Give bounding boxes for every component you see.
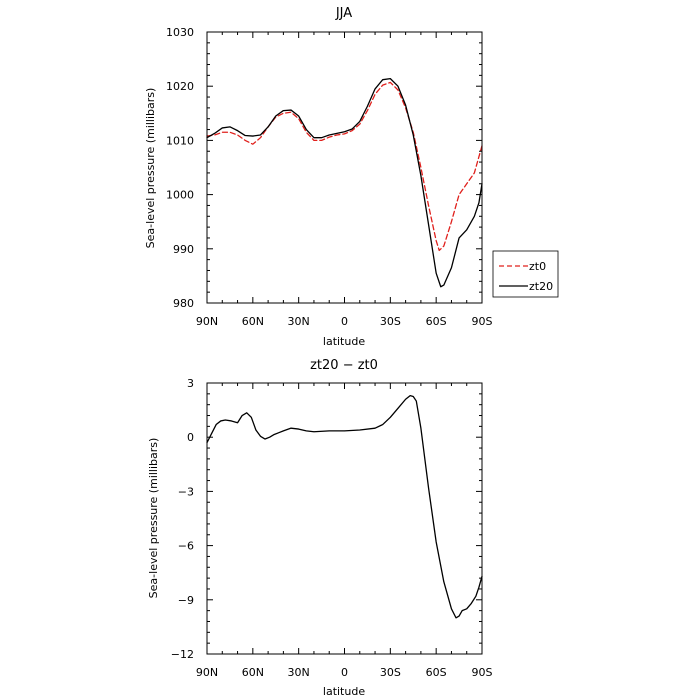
plot-frame bbox=[206, 382, 483, 655]
x-axis-label: latitude bbox=[323, 685, 365, 698]
y-tick-label: 1020 bbox=[166, 80, 194, 93]
y-tick-label: −9 bbox=[178, 594, 194, 607]
legend-box bbox=[492, 250, 559, 298]
series-line-zt20 bbox=[206, 77, 483, 288]
y-tick-label: −12 bbox=[171, 648, 194, 661]
chart-title: JJA bbox=[335, 6, 352, 21]
legend: zt0 zt20 bbox=[492, 250, 559, 298]
x-tick-label: 0 bbox=[341, 666, 348, 679]
x-tick-label: 90N bbox=[196, 315, 218, 328]
x-tick-label: 30S bbox=[380, 666, 401, 679]
y-tick-label: 3 bbox=[187, 377, 194, 390]
x-axis-label: latitude bbox=[323, 335, 365, 348]
x-tick-label: 60S bbox=[426, 315, 447, 328]
chart-pressure-jja: JJA 90N 60N 30N 0 30S 60S 90S 980 990 1000 1010 102… bbox=[144, 6, 559, 348]
y-axis-label: Sea-level pressure (millibars) bbox=[144, 88, 157, 249]
x-tick-label: 90S bbox=[472, 666, 493, 679]
y-tick-label: 0 bbox=[187, 431, 194, 444]
x-tick-label: 90S bbox=[472, 315, 493, 328]
y-tick-label: 1000 bbox=[166, 189, 194, 202]
series-line-diff bbox=[206, 394, 483, 619]
x-tick-label: 60S bbox=[426, 666, 447, 679]
chart-pressure-difference: zt20 − zt0 90N 60N 30N 0 30S 60S 90S −12 −9 −6 −3 0… bbox=[147, 358, 493, 698]
y-tick-label: −3 bbox=[178, 485, 194, 498]
x-tick-label: 60N bbox=[242, 666, 264, 679]
x-tick-label: 60N bbox=[242, 315, 264, 328]
legend-label-zt20: zt20 bbox=[529, 280, 553, 293]
series-layer bbox=[206, 394, 483, 619]
x-tick-label: 30S bbox=[380, 315, 401, 328]
series-layer bbox=[206, 77, 483, 288]
x-tick-label: 90N bbox=[196, 666, 218, 679]
ticks-layer: 90N 60N 30N 0 30S 60S 90S −12 −9 −6 −3 0 3 bbox=[171, 377, 493, 679]
y-tick-label: 980 bbox=[173, 297, 194, 310]
x-tick-label: 0 bbox=[341, 315, 348, 328]
x-tick-label: 30N bbox=[288, 315, 310, 328]
y-tick-label: 1030 bbox=[166, 26, 194, 39]
y-tick-label: −6 bbox=[178, 540, 194, 553]
legend-label-zt0: zt0 bbox=[529, 260, 546, 273]
x-tick-label: 30N bbox=[288, 666, 310, 679]
y-axis-label: Sea-level pressure (millibars) bbox=[147, 438, 160, 599]
chart-title: zt20 − zt0 bbox=[310, 358, 378, 373]
series-line-zt0 bbox=[206, 81, 483, 252]
y-tick-label: 1010 bbox=[166, 134, 194, 147]
ticks-layer: 90N 60N 30N 0 30S 60S 90S 980 990 1000 1010 1020 103… bbox=[166, 26, 493, 328]
y-tick-label: 990 bbox=[173, 243, 194, 256]
plot-frame bbox=[206, 31, 483, 304]
